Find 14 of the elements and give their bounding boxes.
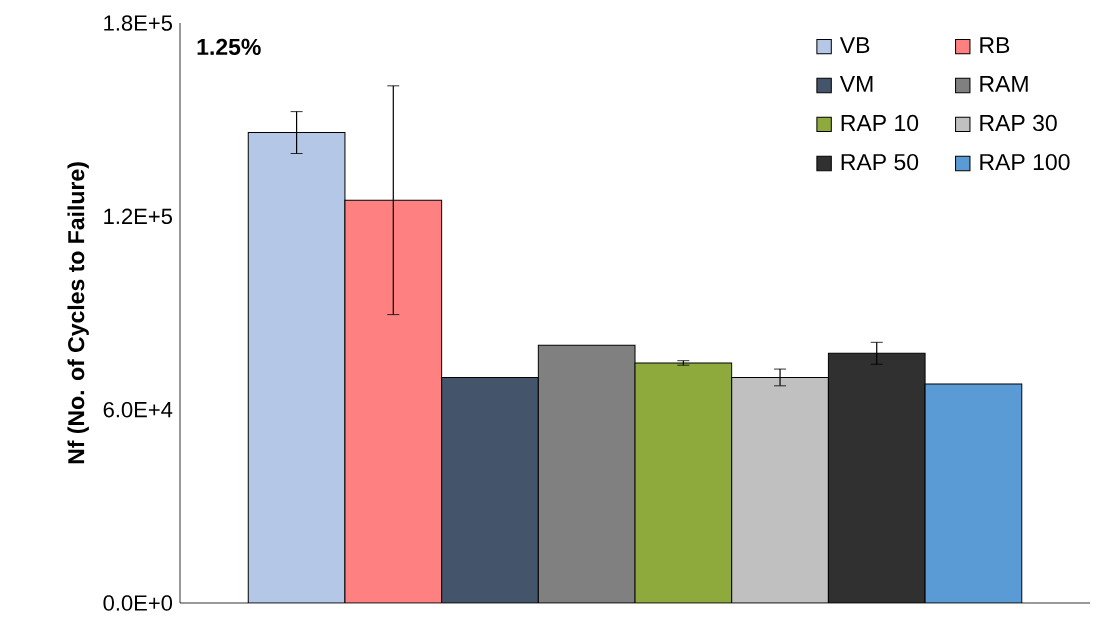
legend-label: VM bbox=[839, 76, 873, 92]
legend-label: RAP 30 bbox=[980, 114, 1057, 132]
y-axis-title: Nf (No. of Cycles to Failure) bbox=[67, 162, 89, 464]
legend-label: RAP 100 bbox=[980, 153, 1070, 171]
legend-label: RAP 50 bbox=[841, 153, 919, 171]
annotation: 1.25% bbox=[197, 38, 261, 56]
legend-label: VB bbox=[839, 37, 870, 54]
y-tick-label: 1.8E+5 bbox=[104, 15, 172, 31]
legend-label: RB bbox=[980, 37, 1010, 54]
legend-label: RAP 10 bbox=[841, 114, 919, 132]
y-tick-label: 6.0E+4 bbox=[103, 401, 173, 418]
y-tick-label: 1.2E+5 bbox=[104, 208, 172, 225]
legend-label: RAM bbox=[980, 76, 1028, 92]
y-tick-label: 0.0E+0 bbox=[103, 595, 173, 611]
